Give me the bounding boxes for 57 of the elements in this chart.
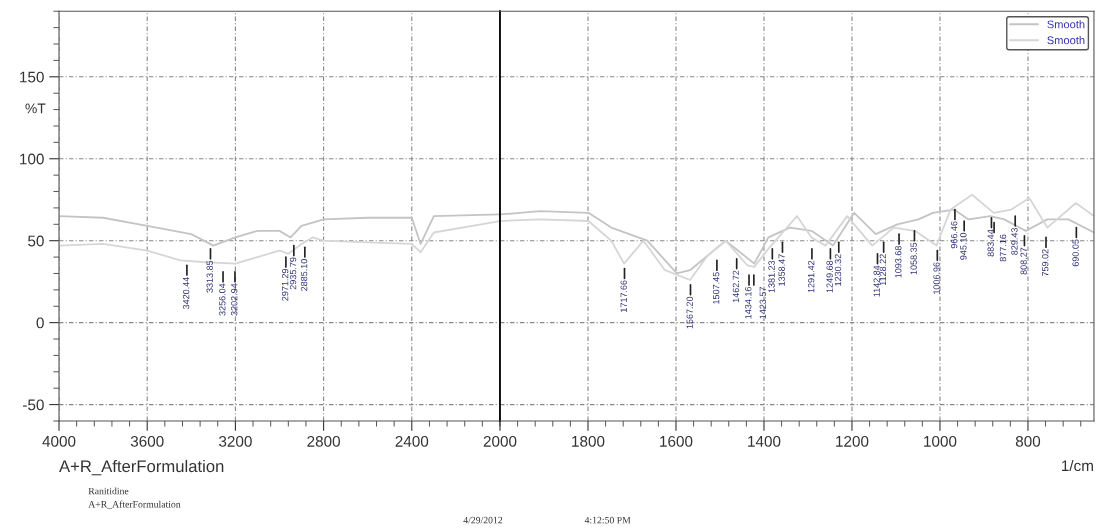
- text: 4:12:50 PM: [584, 516, 631, 524]
- x-axis-title: A+R_AfterFormulation: [59, 459, 224, 476]
- annotation: 3256.04: [219, 283, 226, 316]
- annotation: 1128.22: [879, 254, 887, 286]
- annotation: 1230.32: [834, 254, 842, 286]
- legend-label: Smooth: [1047, 36, 1085, 45]
- annotation: 2935.79: [289, 257, 297, 290]
- annotation: 1567.20: [686, 296, 693, 329]
- x-tick-label: 4000: [42, 435, 76, 447]
- annotation: 1249.68: [826, 260, 833, 293]
- annotation: 808.27: [1020, 247, 1027, 275]
- x-tick-label: 1400: [748, 435, 781, 447]
- text: Ranitidine: [88, 487, 129, 495]
- x-axis-title: 1/cm: [1062, 459, 1093, 472]
- annotation: 1434.16: [745, 286, 752, 319]
- annotation: 883.44: [987, 229, 994, 257]
- y-tick-label: 100: [20, 153, 44, 165]
- x-tick-label: 2800: [307, 435, 340, 447]
- text: 4/29/2012: [463, 516, 503, 524]
- y-tick-label: 50: [28, 235, 44, 247]
- annotation: 3202.94: [230, 283, 238, 316]
- annotation: 829.43: [1011, 227, 1018, 255]
- x-tick-label: 1200: [836, 435, 869, 447]
- y-tick-label: 0: [36, 317, 44, 329]
- annotation: 1058.35: [910, 242, 917, 275]
- x-tick-label: 3200: [218, 435, 252, 447]
- annotation: 3420.44: [182, 277, 190, 310]
- y-tick-label: 150: [20, 71, 44, 83]
- x-tick-label: 2000: [483, 435, 517, 447]
- annotation: 1358.47: [778, 254, 785, 286]
- annotation: 759.02: [1042, 249, 1049, 277]
- annotation: 966.46: [950, 221, 958, 249]
- x-tick-label: 800: [1015, 435, 1041, 447]
- annotation: 1717.66: [620, 280, 627, 312]
- annotation: 2885.10: [300, 259, 308, 291]
- x-tick-label: 2400: [395, 435, 429, 447]
- x-tick-label: 1600: [660, 435, 693, 447]
- annotation: 690.05: [1072, 239, 1079, 267]
- x-tick-label: 3600: [130, 435, 164, 447]
- annotation: 1381.23: [768, 260, 775, 293]
- annotation: 3313.85: [206, 260, 213, 293]
- y-tick-label: -50: [23, 399, 44, 411]
- annotation: 1006.96: [933, 262, 940, 294]
- text: A+R_AfterFormulation: [88, 500, 181, 509]
- x-tick-label: 1000: [924, 435, 957, 447]
- annotation: 1291.42: [807, 260, 815, 293]
- annotation: 2971.29: [281, 268, 289, 301]
- legend-label: Smooth: [1047, 20, 1085, 29]
- annotation: 877.16: [999, 234, 1007, 262]
- annotation: 1507.45: [712, 272, 720, 304]
- annotation: 945.10: [960, 232, 967, 260]
- annotation: 1462.72: [732, 270, 740, 303]
- annotation: 1093.68: [895, 246, 902, 278]
- annotation: 1423.57: [759, 287, 766, 319]
- y-axis-title: %T: [25, 103, 46, 114]
- annotation: 1142.84: [873, 265, 880, 297]
- x-tick-label: 1800: [572, 435, 605, 447]
